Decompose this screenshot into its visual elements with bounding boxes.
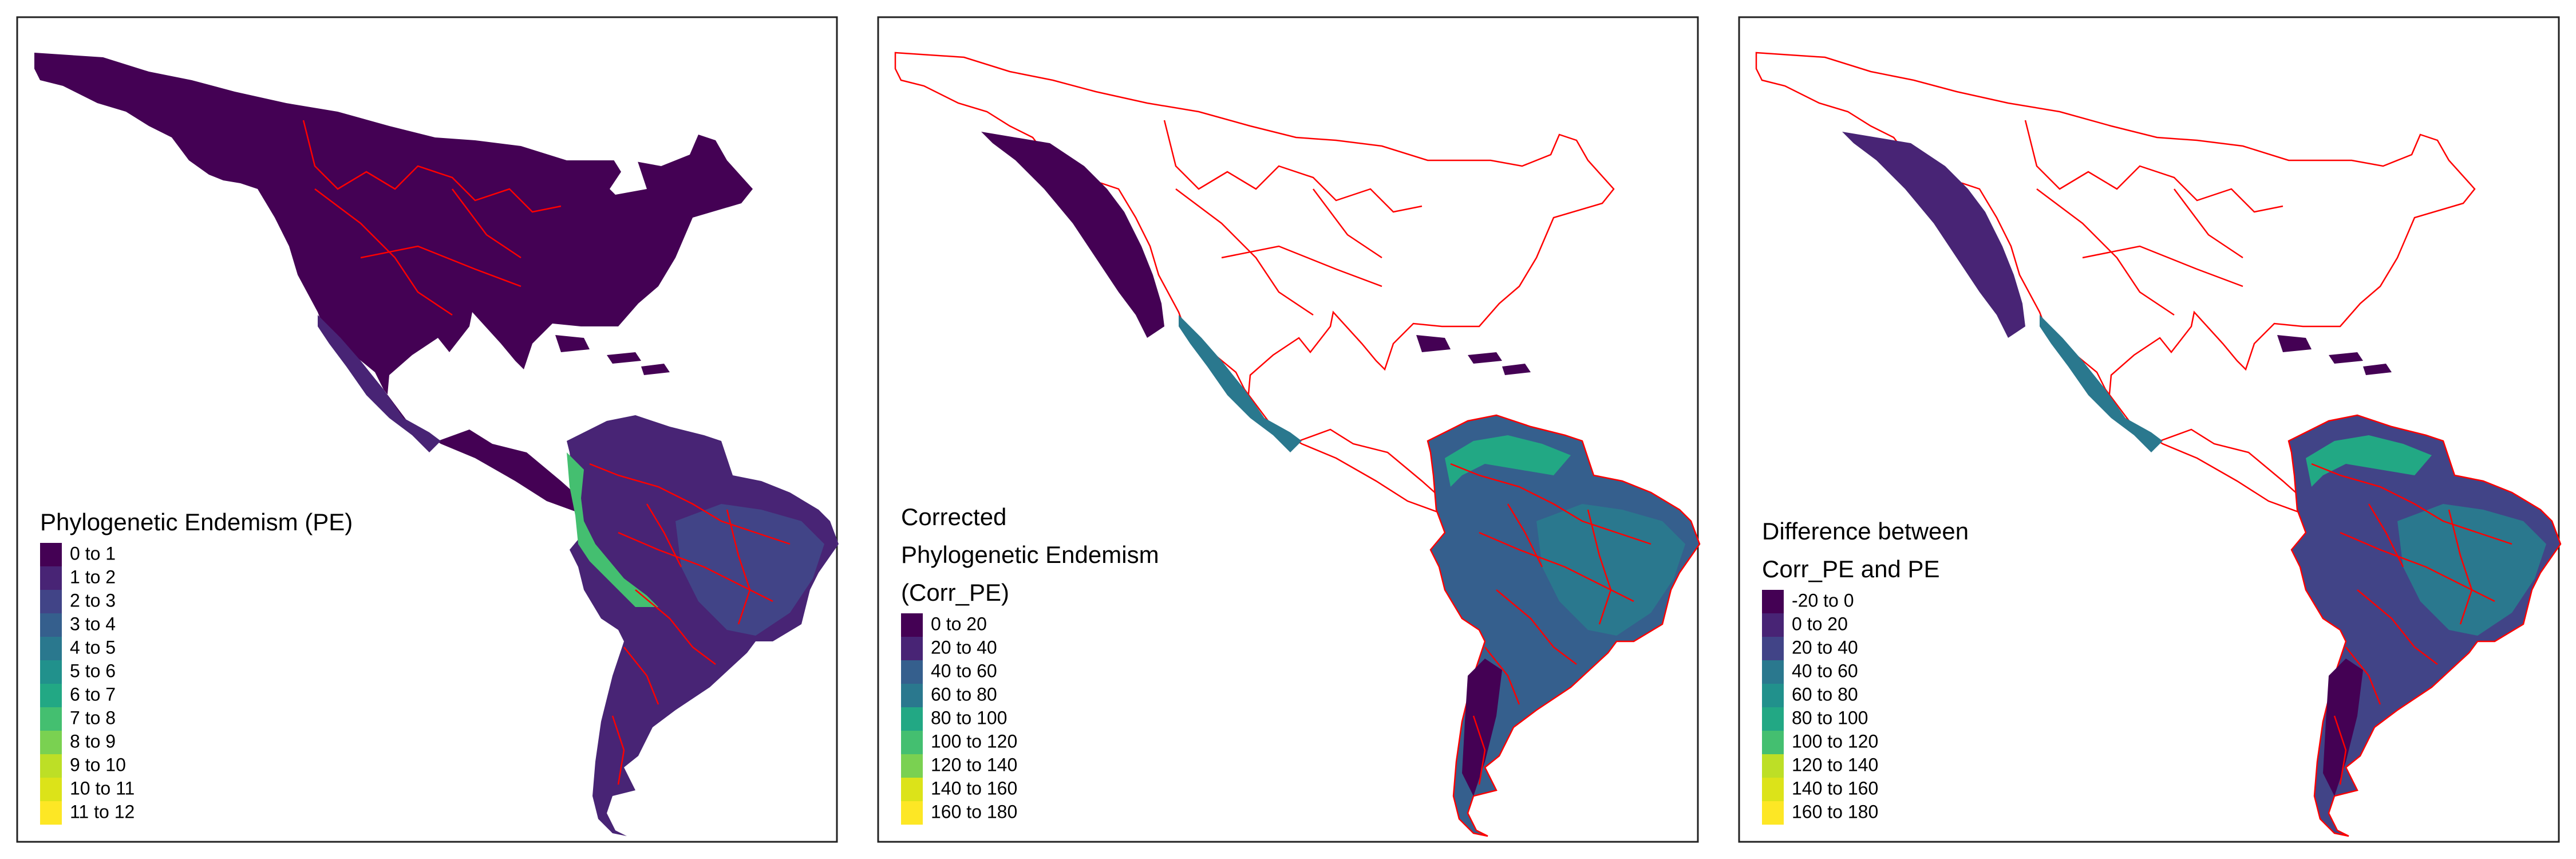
legend-swatch <box>901 684 923 707</box>
legend-title-line: Corr_PE and PE <box>1762 555 1940 582</box>
legend-label: 1 to 2 <box>70 567 116 588</box>
legend-label: 80 to 100 <box>931 708 1007 728</box>
legend-label: 80 to 100 <box>1792 708 1868 728</box>
legend-label: 40 to 60 <box>931 661 997 681</box>
legend-label: 0 to 20 <box>1792 614 1848 635</box>
legend-swatch <box>1762 660 1784 684</box>
legend-swatch <box>1762 590 1784 613</box>
legend-swatch <box>901 778 923 801</box>
legend-swatch <box>1762 754 1784 778</box>
legend-swatch <box>40 613 62 637</box>
legend-swatch <box>40 637 62 660</box>
legend-swatch <box>40 566 62 590</box>
legend-label: 140 to 160 <box>1792 778 1878 799</box>
legend-swatch <box>40 778 62 801</box>
legend-label: 60 to 80 <box>931 684 997 705</box>
legend-swatch <box>901 613 923 637</box>
legend-swatch <box>1762 637 1784 660</box>
legend-label: 7 to 8 <box>70 708 116 728</box>
legend-swatch <box>40 543 62 566</box>
legend-title-line: Phylogenetic Endemism <box>901 541 1159 568</box>
legend-swatch <box>40 684 62 707</box>
legend-swatch <box>901 707 923 731</box>
legend-label: 40 to 60 <box>1792 661 1858 681</box>
legend-label: 160 to 180 <box>931 802 1017 822</box>
legend-label: 20 to 40 <box>1792 637 1858 658</box>
legend-swatch <box>1762 684 1784 707</box>
legend-swatch <box>40 707 62 731</box>
legend-swatch <box>901 731 923 754</box>
legend-swatch <box>40 754 62 778</box>
legend: Phylogenetic Endemism (PE) 0 to 1 1 to 22 … <box>40 509 353 825</box>
map-panel-1: Phylogenetic Endemism (PE) 0 to 1 1 to 22 … <box>16 16 839 843</box>
legend-label: 140 to 160 <box>931 778 1017 799</box>
legend-title-line: Corrected <box>901 503 1006 530</box>
legend-title-line: Phylogenetic Endemism (PE) <box>40 509 353 535</box>
legend-swatch <box>1762 801 1784 825</box>
legend-swatch <box>1762 613 1784 637</box>
legend-label: 20 to 40 <box>931 637 997 658</box>
legend-label: -20 to 0 <box>1792 590 1854 611</box>
legend: Difference between Corr_PE and PE -20 to 0… <box>1762 518 1969 825</box>
legend-label: 5 to 6 <box>70 661 116 681</box>
legend-label: 160 to 180 <box>1792 802 1878 822</box>
legend-label: 6 to 7 <box>70 684 116 705</box>
legend-label: 9 to 10 <box>70 755 126 775</box>
legend-swatch <box>901 637 923 660</box>
legend-swatch <box>40 590 62 613</box>
legend-label: 4 to 5 <box>70 637 116 658</box>
legend-title-line: Difference between <box>1762 518 1969 545</box>
legend-swatch <box>1762 778 1784 801</box>
legend-label: 10 to 11 <box>70 778 135 799</box>
legend-label: 8 to 9 <box>70 731 116 752</box>
legend-swatch <box>40 660 62 684</box>
legend-label: 100 to 120 <box>1792 731 1878 752</box>
legend-swatch <box>40 731 62 754</box>
legend-label: 2 to 3 <box>70 590 116 611</box>
map-panel-2: Corrected Phylogenetic Endemism (Corr_PE) 0… <box>877 16 1701 843</box>
legend-label: 120 to 140 <box>931 755 1017 775</box>
legend-swatch <box>901 801 923 825</box>
legend-swatch <box>901 754 923 778</box>
legend-label: 100 to 120 <box>931 731 1017 752</box>
legend-label: 11 to 12 <box>70 802 135 822</box>
legend-label: 0 to 20 <box>931 614 987 635</box>
legend-swatch <box>1762 731 1784 754</box>
legend: Corrected Phylogenetic Endemism (Corr_PE) 0… <box>901 503 1159 825</box>
map-panel-3: Difference between Corr_PE and PE -20 to 0… <box>1738 16 2562 843</box>
legend-label: 120 to 140 <box>1792 755 1878 775</box>
legend-label: 0 to 1 <box>70 543 116 564</box>
legend-label: 3 to 4 <box>70 614 116 635</box>
legend-swatch <box>40 801 62 825</box>
legend-swatch <box>901 660 923 684</box>
legend-swatch <box>1762 707 1784 731</box>
legend-label: 60 to 80 <box>1792 684 1858 705</box>
legend-title-line: (Corr_PE) <box>901 579 1009 606</box>
panels-root: Phylogenetic Endemism (PE) 0 to 1 1 to 22 … <box>16 16 2562 843</box>
